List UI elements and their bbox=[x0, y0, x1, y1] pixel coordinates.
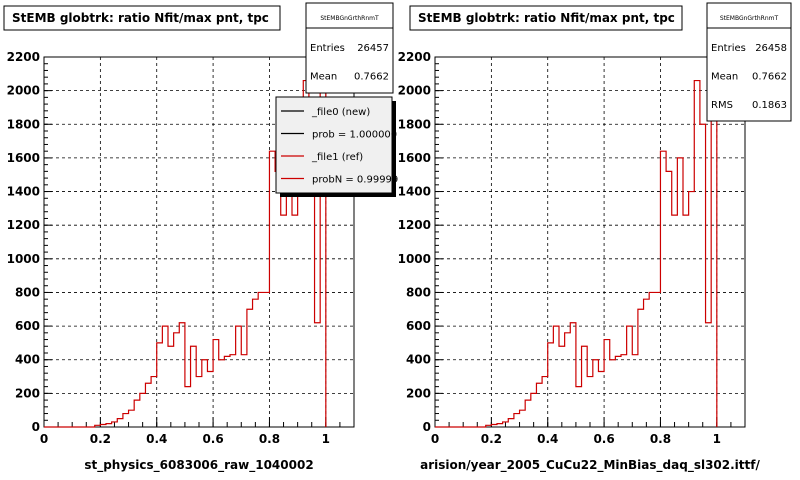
x-tick-label: 0.6 bbox=[202, 432, 223, 446]
title-box bbox=[409, 5, 683, 31]
stats-box bbox=[305, 2, 394, 94]
legend-label: probN = 0.99999 bbox=[312, 175, 398, 186]
x-tick-label: 0 bbox=[40, 432, 48, 446]
y-tick-label: 1800 bbox=[7, 117, 40, 131]
x-tick-label: 0 bbox=[431, 432, 439, 446]
x-tick-label: 0.6 bbox=[593, 432, 614, 446]
y-tick-label: 2200 bbox=[7, 50, 40, 64]
y-tick-label: 600 bbox=[406, 319, 431, 333]
title-box bbox=[3, 5, 281, 31]
y-tick-label: 1200 bbox=[398, 218, 431, 232]
stats-row-value: 0.7662 bbox=[752, 72, 787, 83]
y-tick-label: 1200 bbox=[7, 218, 40, 232]
x-axis-label: st_physics_6083006_raw_1040002 bbox=[84, 458, 313, 473]
right-histogram-panel: 0 200 400 600 800 1000 1200 1400 1600 1800 2000 220… bbox=[398, 2, 792, 473]
histogram-series bbox=[44, 68, 327, 428]
y-tick-label: 0 bbox=[32, 420, 40, 434]
y-tick-label: 600 bbox=[15, 319, 40, 333]
stats-row-label: Entries bbox=[310, 43, 345, 54]
y-tick-label: 400 bbox=[15, 353, 40, 367]
y-tick-label: 1600 bbox=[7, 151, 40, 165]
plot-frame bbox=[434, 56, 746, 428]
chart-title: StEMB globtrk: ratio Nfit/max pnt, tpc bbox=[418, 11, 675, 25]
stats-row-value: 0.1863 bbox=[752, 100, 787, 111]
y-tick-label: 1400 bbox=[7, 185, 40, 199]
stats-row-label: Mean bbox=[711, 72, 738, 83]
x-tick-label: 0.2 bbox=[481, 432, 502, 446]
y-tick-label: 1600 bbox=[398, 151, 431, 165]
y-tick-label: 2200 bbox=[398, 50, 431, 64]
histogram-series bbox=[435, 68, 718, 428]
y-tick-label: 1000 bbox=[398, 252, 431, 266]
y-tick-label: 0 bbox=[423, 420, 431, 434]
stats-row-value: 26457 bbox=[357, 43, 389, 54]
x-tick-label: 0.4 bbox=[537, 432, 558, 446]
y-tick-label: 1800 bbox=[398, 117, 431, 131]
legend-label: _file0 (new) bbox=[311, 107, 370, 118]
stats-name: StEMBGnGrthRnmT bbox=[720, 15, 779, 22]
stats-name: StEMBGnGrthRnmT bbox=[320, 15, 379, 22]
x-axis-label: arision/year_2005_CuCu22_MinBias_daq_sl3… bbox=[420, 458, 760, 473]
y-tick-label: 800 bbox=[406, 285, 431, 299]
legend-label: _file1 (ref) bbox=[311, 152, 363, 163]
x-tick-label: 1 bbox=[713, 432, 721, 446]
y-tick-label: 2000 bbox=[398, 84, 431, 98]
y-tick-label: 2000 bbox=[7, 84, 40, 98]
x-tick-label: 0.8 bbox=[259, 432, 280, 446]
y-tick-label: 1000 bbox=[7, 252, 40, 266]
x-tick-label: 0.4 bbox=[146, 432, 167, 446]
x-tick-label: 0.8 bbox=[650, 432, 671, 446]
stats-row-value: 0.7662 bbox=[354, 72, 389, 83]
left-histogram-panel: 0 200 400 600 800 1000 1200 1400 1600 1800 2000 220… bbox=[3, 2, 398, 473]
legend-label: prob = 1.000000 bbox=[312, 130, 397, 141]
y-tick-label: 800 bbox=[15, 285, 40, 299]
legend-box bbox=[275, 96, 393, 194]
x-tick-label: 0.2 bbox=[90, 432, 111, 446]
y-tick-label: 1400 bbox=[398, 185, 431, 199]
y-tick-label: 200 bbox=[406, 386, 431, 400]
chart-title: StEMB globtrk: ratio Nfit/max pnt, tpc bbox=[12, 11, 269, 25]
stats-row-label: RMS bbox=[711, 100, 733, 111]
stats-row-label: Entries bbox=[711, 43, 746, 54]
stats-row-label: Mean bbox=[310, 72, 337, 83]
y-tick-label: 400 bbox=[406, 353, 431, 367]
x-tick-label: 1 bbox=[322, 432, 330, 446]
stats-row-value: 26458 bbox=[755, 43, 787, 54]
stats-box bbox=[706, 2, 792, 122]
y-tick-label: 200 bbox=[15, 386, 40, 400]
